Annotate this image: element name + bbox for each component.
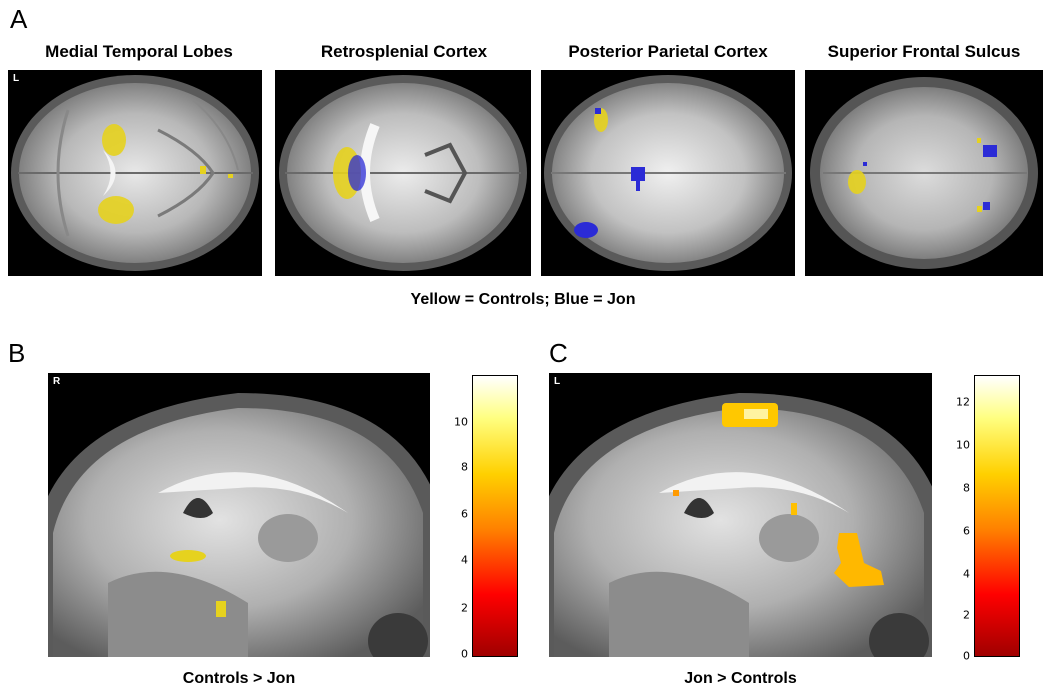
activation-cluster — [834, 533, 884, 587]
jon-activation-blob — [983, 145, 997, 157]
panel-b-caption: Controls > Jon — [182, 670, 296, 687]
jon-activation-blob — [574, 222, 598, 238]
jon-activation-blob — [863, 162, 867, 166]
colorbar-tick-label: 4 — [963, 567, 970, 581]
activation-cluster — [673, 490, 679, 496]
side-marker-left: L — [554, 376, 561, 387]
activation-cluster — [170, 550, 206, 562]
colorbar-tick-label: 0 — [461, 647, 468, 661]
colorbar-tick-label: 12 — [956, 395, 970, 409]
title-posterior-parietal-cortex: Posterior Parietal Cortex — [568, 42, 768, 61]
panel-b-letter: B — [8, 338, 26, 368]
panel-c-letter: C — [549, 338, 568, 368]
colorbar-b-ticks: 10 8 6 4 2 0 — [430, 375, 468, 661]
controls-activation-blob — [977, 206, 982, 212]
colorbar-tick-label: 2 — [461, 601, 468, 615]
sagittal-slice-controls-gt-jon: R — [48, 373, 430, 657]
title-medial-temporal-lobes: Medial Temporal Lobes — [45, 42, 233, 61]
axial-slice-superior-frontal — [805, 70, 1043, 276]
colorbar-tick-label: 2 — [963, 608, 970, 622]
color-legend-caption: Yellow = Controls; Blue = Jon — [410, 291, 636, 308]
title-retrosplenial-cortex: Retrosplenial Cortex — [320, 42, 488, 61]
colorbar-tick-label: 6 — [963, 524, 970, 538]
axial-brain-image — [810, 77, 1038, 269]
colorbar-tick-label: 8 — [963, 481, 970, 495]
controls-activation-blob — [977, 138, 981, 143]
activation-cluster — [216, 601, 226, 617]
activation-cluster — [791, 503, 797, 515]
activation-cluster — [744, 409, 768, 419]
side-marker-right: R — [53, 376, 61, 387]
colorbar-tick-label: 6 — [461, 507, 468, 521]
axial-brain-image — [544, 75, 792, 271]
title-superior-frontal-sulcus: Superior Frontal Sulcus — [827, 42, 1021, 61]
jon-activation-blob — [631, 167, 645, 181]
jon-activation-blob — [636, 181, 640, 191]
side-marker-left: L — [13, 73, 20, 84]
panel-a-letter: A — [10, 4, 28, 34]
colorbar-tick-label: 10 — [454, 415, 468, 429]
axial-slice-medial-temporal: L — [8, 70, 262, 276]
jon-activation-blob — [595, 108, 601, 114]
colorbar-tick-label: 0 — [963, 649, 970, 663]
panel-c-caption: Jon > Controls — [684, 670, 797, 687]
colorbar-c — [974, 375, 1020, 657]
colorbar-b — [472, 375, 518, 657]
controls-activation-blob — [228, 174, 233, 178]
controls-activation-blob — [848, 170, 866, 194]
controls-activation-blob — [102, 124, 126, 156]
jon-activation-blob — [348, 155, 366, 191]
jon-activation-blob — [983, 202, 990, 210]
axial-brain-image — [11, 75, 259, 271]
colorbar-tick-label: 4 — [461, 553, 468, 567]
axial-brain-image — [279, 75, 527, 271]
sagittal-brain-image — [549, 393, 932, 657]
controls-activation-blob — [200, 166, 206, 174]
colorbar-tick-label: 8 — [461, 460, 468, 474]
axial-slice-retrosplenial — [275, 70, 531, 276]
sagittal-brain-image — [48, 393, 430, 657]
colorbar-tick-label: 10 — [956, 438, 970, 452]
colorbar-c-ticks: 12 10 8 6 4 2 0 — [932, 375, 970, 663]
sagittal-slice-jon-gt-controls: L — [549, 373, 932, 657]
controls-activation-blob — [98, 196, 134, 224]
axial-slice-posterior-parietal — [541, 70, 795, 276]
